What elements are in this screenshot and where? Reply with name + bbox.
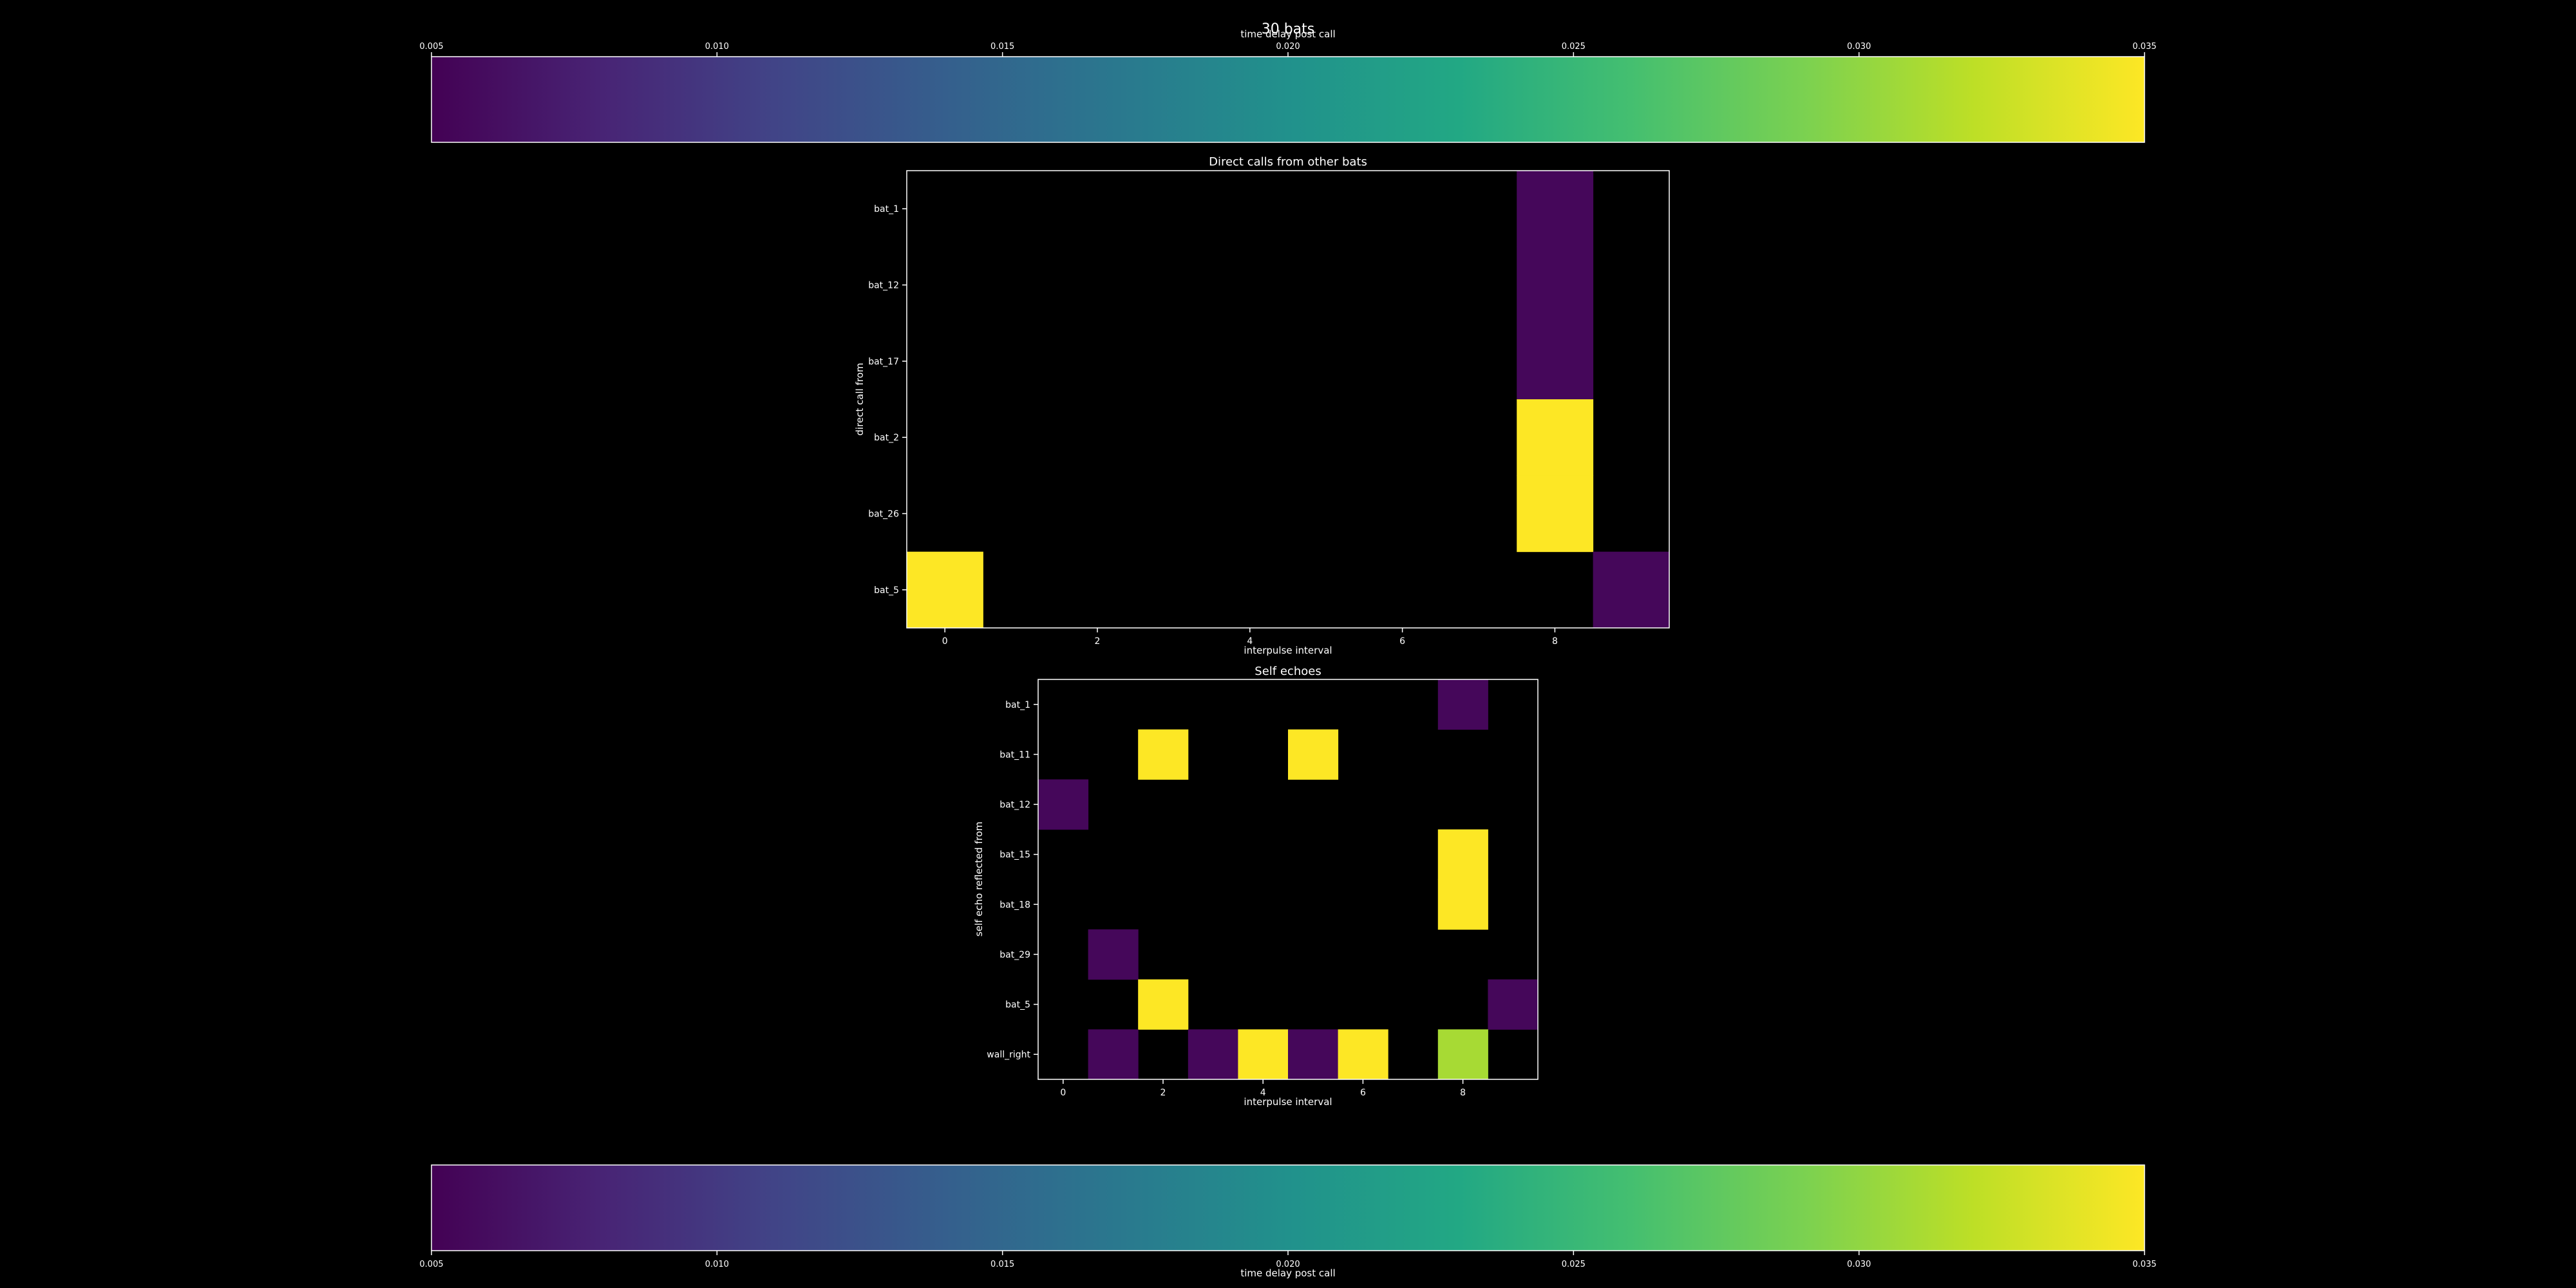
colorbar-tick-label: 0.020	[1276, 42, 1300, 52]
y-tick-label: bat_11	[999, 750, 1030, 760]
x-tick-label: 6	[1360, 1088, 1366, 1098]
heatmap-cell	[1038, 779, 1089, 830]
heatmap-cell	[1188, 1029, 1238, 1080]
heatmap-cell	[1088, 1029, 1139, 1080]
x-tick-label: 4	[1260, 1088, 1266, 1098]
heatmap-cell	[1138, 979, 1189, 1030]
y-tick-label: bat_29	[999, 950, 1030, 960]
colorbar-tick-label: 0.015	[990, 42, 1014, 52]
heatmap-cell	[1517, 475, 1594, 553]
y-tick-label: bat_2	[874, 433, 899, 443]
y-tick-label: bat_12	[868, 281, 899, 291]
colorbar-tick-label: 0.005	[419, 1260, 443, 1269]
self-echoes-cells	[1038, 679, 1539, 1080]
y-tick-label: bat_17	[868, 357, 899, 367]
colorbar-tick-label: 0.035	[2132, 1260, 2156, 1269]
self-echoes-y-ticks: bat_1 bat_11 bat_12 bat_15 bat_18 bat_29 bat_5…	[987, 700, 1038, 1060]
direct-calls-x-ticks: 0 2 4 6 8	[942, 628, 1558, 647]
y-tick-label: bat_26	[868, 509, 899, 520]
top-colorbar-ticks: 0.005 0.010 0.015 0.020 0.025 0.030 0.035	[419, 42, 2157, 57]
colorbar-tick-label: 0.020	[1276, 1260, 1300, 1269]
heatmap-cell	[1437, 879, 1488, 930]
heatmap-cell	[1437, 679, 1488, 730]
y-tick-label: bat_1	[874, 204, 899, 214]
colorbar-tick-label: 0.035	[2132, 42, 2156, 52]
x-tick-label: 8	[1552, 636, 1558, 647]
top-colorbar-label: time delay post call	[1240, 28, 1335, 40]
x-tick-label: 0	[1060, 1088, 1066, 1098]
self-echoes-frame	[1037, 679, 1539, 1080]
self-echoes-title: Self echoes	[1255, 665, 1321, 678]
figure-suptitle: 30 bats	[1262, 21, 1315, 37]
colorbar-tick-label: 0.025	[1562, 1260, 1586, 1269]
heatmap-cell	[1593, 551, 1670, 629]
colorbar-tick-label: 0.030	[1847, 1260, 1871, 1269]
y-tick-label: bat_15	[999, 850, 1030, 860]
y-tick-label: bat_1	[1005, 700, 1030, 710]
heatmap-cell	[1488, 979, 1539, 1030]
bottom-colorbar: 0.005 0.010 0.015 0.020 0.025 0.030 0.035 time…	[419, 1164, 2157, 1279]
top-colorbar: 0.005 0.010 0.015 0.020 0.025 0.030 0.035	[419, 42, 2157, 143]
colorbar-tick-label: 0.010	[705, 42, 729, 52]
colorbar-tick-label: 0.010	[705, 1260, 729, 1269]
y-tick-label: bat_18	[999, 900, 1030, 910]
direct-calls-heatmap: Direct calls from other bats 0 2 4 6 8 bat_1…	[854, 155, 1670, 656]
heatmap-cell	[1338, 1029, 1388, 1080]
bottom-colorbar-label: time delay post call	[1240, 1267, 1335, 1279]
y-tick-label: bat_5	[1005, 1000, 1030, 1010]
heatmap-cell	[1517, 171, 1594, 247]
colorbar-tick-label: 0.015	[990, 1260, 1014, 1269]
heatmap-cell	[907, 551, 983, 629]
bottom-colorbar-ticks: 0.005 0.010 0.015 0.020 0.025 0.030 0.035	[419, 1251, 2157, 1269]
colorbar-tick-label: 0.030	[1847, 42, 1871, 52]
y-tick-label: bat_12	[999, 800, 1030, 810]
colorbar-tick-label: 0.025	[1562, 42, 1586, 52]
direct-calls-frame	[906, 170, 1670, 629]
y-tick-label: wall_right	[987, 1050, 1030, 1060]
direct-calls-y-ticks: bat_1 bat_12 bat_17 bat_2 bat_26 bat_5	[868, 204, 907, 596]
self-echoes-xlabel: interpulse interval	[1244, 1096, 1332, 1108]
direct-calls-title: Direct calls from other bats	[1209, 155, 1367, 169]
heatmap-cell	[1437, 829, 1488, 880]
heatmap-cell	[1517, 323, 1594, 400]
heatmap-cell	[1288, 1029, 1339, 1080]
y-tick-label: bat_5	[874, 585, 899, 596]
top-colorbar-gradient	[431, 56, 2145, 143]
self-echoes-ylabel: self echo reflected from	[973, 822, 985, 936]
x-tick-label: 0	[942, 636, 948, 647]
self-echoes-x-ticks: 0 2 4 6 8	[1060, 1079, 1466, 1098]
heatmap-cell	[1138, 729, 1189, 780]
x-tick-label: 2	[1160, 1088, 1166, 1098]
heatmap-cell	[1238, 1029, 1289, 1080]
x-tick-label: 8	[1460, 1088, 1466, 1098]
x-tick-label: 4	[1247, 636, 1253, 647]
heatmap-cell	[1088, 929, 1139, 980]
heatmap-cell	[1517, 247, 1594, 324]
direct-calls-xlabel: interpulse interval	[1244, 645, 1332, 656]
heatmap-cell	[1517, 399, 1594, 476]
colorbar-tick-label: 0.005	[419, 42, 443, 52]
heatmap-cell	[1437, 1029, 1488, 1080]
x-tick-label: 2	[1095, 636, 1101, 647]
direct-calls-ylabel: direct call from	[854, 363, 866, 435]
bottom-colorbar-gradient	[431, 1164, 2145, 1251]
x-tick-label: 6	[1399, 636, 1405, 647]
heatmap-cell	[1288, 729, 1339, 780]
direct-calls-cells	[907, 171, 1670, 629]
